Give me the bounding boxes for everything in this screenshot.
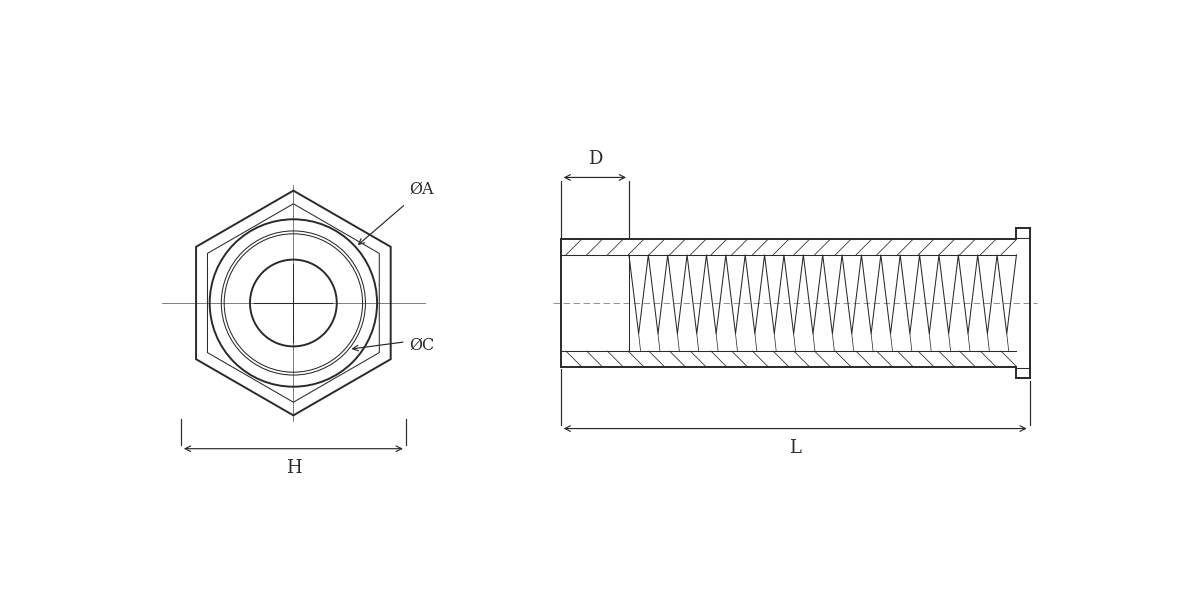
Text: D: D (588, 150, 602, 168)
Text: ØA: ØA (409, 181, 434, 197)
Text: ØC: ØC (409, 337, 434, 354)
Text: L: L (790, 439, 802, 457)
Text: H: H (286, 459, 301, 477)
